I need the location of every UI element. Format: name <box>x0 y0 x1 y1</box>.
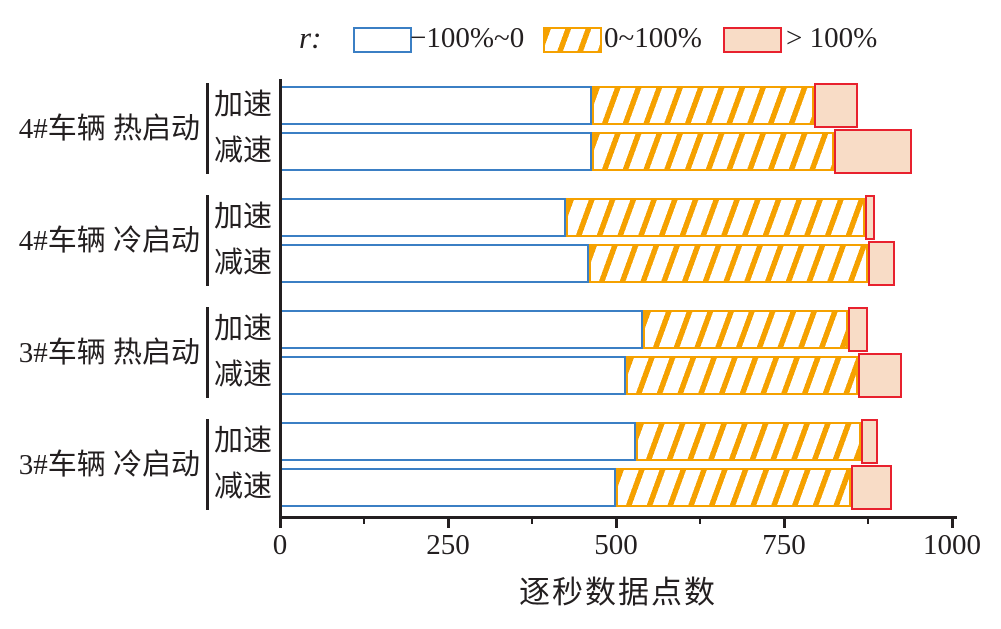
bar-segment-gt100 <box>864 195 875 240</box>
bar-segment-neg100-0 <box>280 356 627 395</box>
x-minor-tick <box>867 518 869 524</box>
group-label: 4#车辆 冷启动 <box>18 224 200 257</box>
bar-segment-neg100-0 <box>280 86 593 125</box>
legend-swatch-neg100-0-icon <box>353 27 412 53</box>
group-label: 3#车辆 热启动 <box>18 336 200 369</box>
x-major-tick <box>278 518 282 528</box>
x-major-tick <box>446 518 450 528</box>
bar-sublabel: 加速 <box>213 313 272 345</box>
bar-segment-gt100 <box>868 241 895 286</box>
bar-segment-0-100 <box>592 132 835 171</box>
group-label: 3#车辆 冷启动 <box>18 448 200 481</box>
x-minor-tick <box>531 518 533 524</box>
legend-title: r: <box>299 20 322 55</box>
bar-sublabel: 减速 <box>213 247 272 279</box>
group-separator <box>206 307 209 398</box>
bar-segment-gt100 <box>814 83 858 128</box>
x-tick-label: 1000 <box>923 529 981 561</box>
x-axis-spine <box>279 516 957 519</box>
bar-segment-neg100-0 <box>280 132 593 171</box>
bar-segment-0-100 <box>565 198 865 237</box>
legend-swatch-gt100-icon <box>723 27 782 53</box>
x-tick-label: 500 <box>594 529 638 561</box>
bar-sublabel: 减速 <box>213 471 272 503</box>
x-major-tick <box>614 518 618 528</box>
bar-segment-neg100-0 <box>280 198 566 237</box>
x-major-tick <box>950 518 954 528</box>
group-separator <box>206 83 209 174</box>
group-separator <box>206 419 209 510</box>
legend-label-0-100: 0~100% <box>604 22 702 54</box>
bar-segment-0-100 <box>636 422 862 461</box>
bar-segment-gt100 <box>851 465 892 510</box>
bar-segment-gt100 <box>834 129 912 174</box>
bar-sublabel: 加速 <box>213 89 272 121</box>
bar-sublabel: 加速 <box>213 425 272 457</box>
bar-segment-gt100 <box>857 353 902 398</box>
bar-sublabel: 加速 <box>213 201 272 233</box>
legend-label-neg100-0: −100%~0 <box>410 22 525 54</box>
x-tick-label: 750 <box>762 529 806 561</box>
bar-segment-neg100-0 <box>280 422 637 461</box>
bar-segment-0-100 <box>616 468 852 507</box>
group-separator <box>206 195 209 286</box>
x-tick-label: 250 <box>426 529 470 561</box>
group-label: 4#车辆 热启动 <box>18 112 200 145</box>
legend-swatch-0-100-icon <box>543 27 602 53</box>
bar-segment-neg100-0 <box>280 468 616 507</box>
legend-label-gt100: > 100% <box>786 22 878 54</box>
bar-segment-0-100 <box>592 86 815 125</box>
x-minor-tick <box>699 518 701 524</box>
bar-segment-gt100 <box>847 307 868 352</box>
bar-segment-0-100 <box>589 244 868 283</box>
x-minor-tick <box>363 518 365 524</box>
bar-sublabel: 减速 <box>213 135 272 167</box>
y-axis-spine <box>279 79 282 518</box>
x-axis-title: 逐秒数据点数 <box>519 575 717 610</box>
bar-segment-neg100-0 <box>280 310 643 349</box>
bar-segment-gt100 <box>861 419 879 464</box>
x-major-tick <box>782 518 786 528</box>
bar-segment-0-100 <box>642 310 848 349</box>
x-tick-label: 0 <box>272 529 288 561</box>
bar-segment-neg100-0 <box>280 244 590 283</box>
bar-segment-0-100 <box>626 356 858 395</box>
bar-sublabel: 减速 <box>213 359 272 391</box>
